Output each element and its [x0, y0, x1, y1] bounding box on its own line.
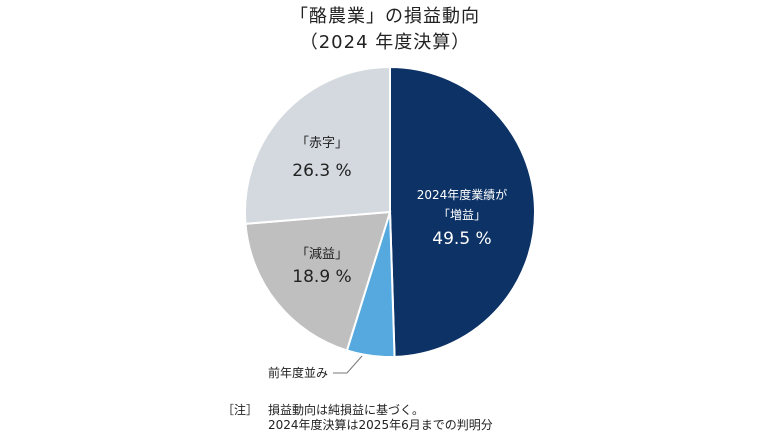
- note-line-1: 損益動向は純損益に基づく。: [268, 403, 425, 417]
- pie-slice-akaji: [244, 65, 391, 225]
- slice-label-zouekai: 「増益」: [438, 208, 486, 222]
- slice-label-genneki: 「減益」: [296, 246, 348, 262]
- note-line-2: 2024年度決算は2025年6月までの判明分: [268, 418, 493, 432]
- slice-value-genneki: 18.9 %: [292, 267, 351, 287]
- pie-slice-genneki: [244, 210, 392, 352]
- slice-label-akaji: 「赤字」: [296, 136, 348, 151]
- slice-value-akaji: 26.3 %: [292, 161, 351, 181]
- slice-label-zennendo-nami: 前年度並み: [268, 365, 328, 380]
- note-prefix: ［注］: [222, 403, 259, 417]
- chart-title: 「酪農業」の損益動向: [290, 6, 480, 27]
- chart-subtitle: （2024 年度決算）: [299, 32, 471, 53]
- slice-value-zouekai: 49.5 %: [432, 229, 491, 249]
- pie-slice-zouekai: [389, 65, 536, 358]
- slice-label-zouekai: 2024年度業績が: [417, 187, 508, 202]
- leader-line: [333, 355, 363, 374]
